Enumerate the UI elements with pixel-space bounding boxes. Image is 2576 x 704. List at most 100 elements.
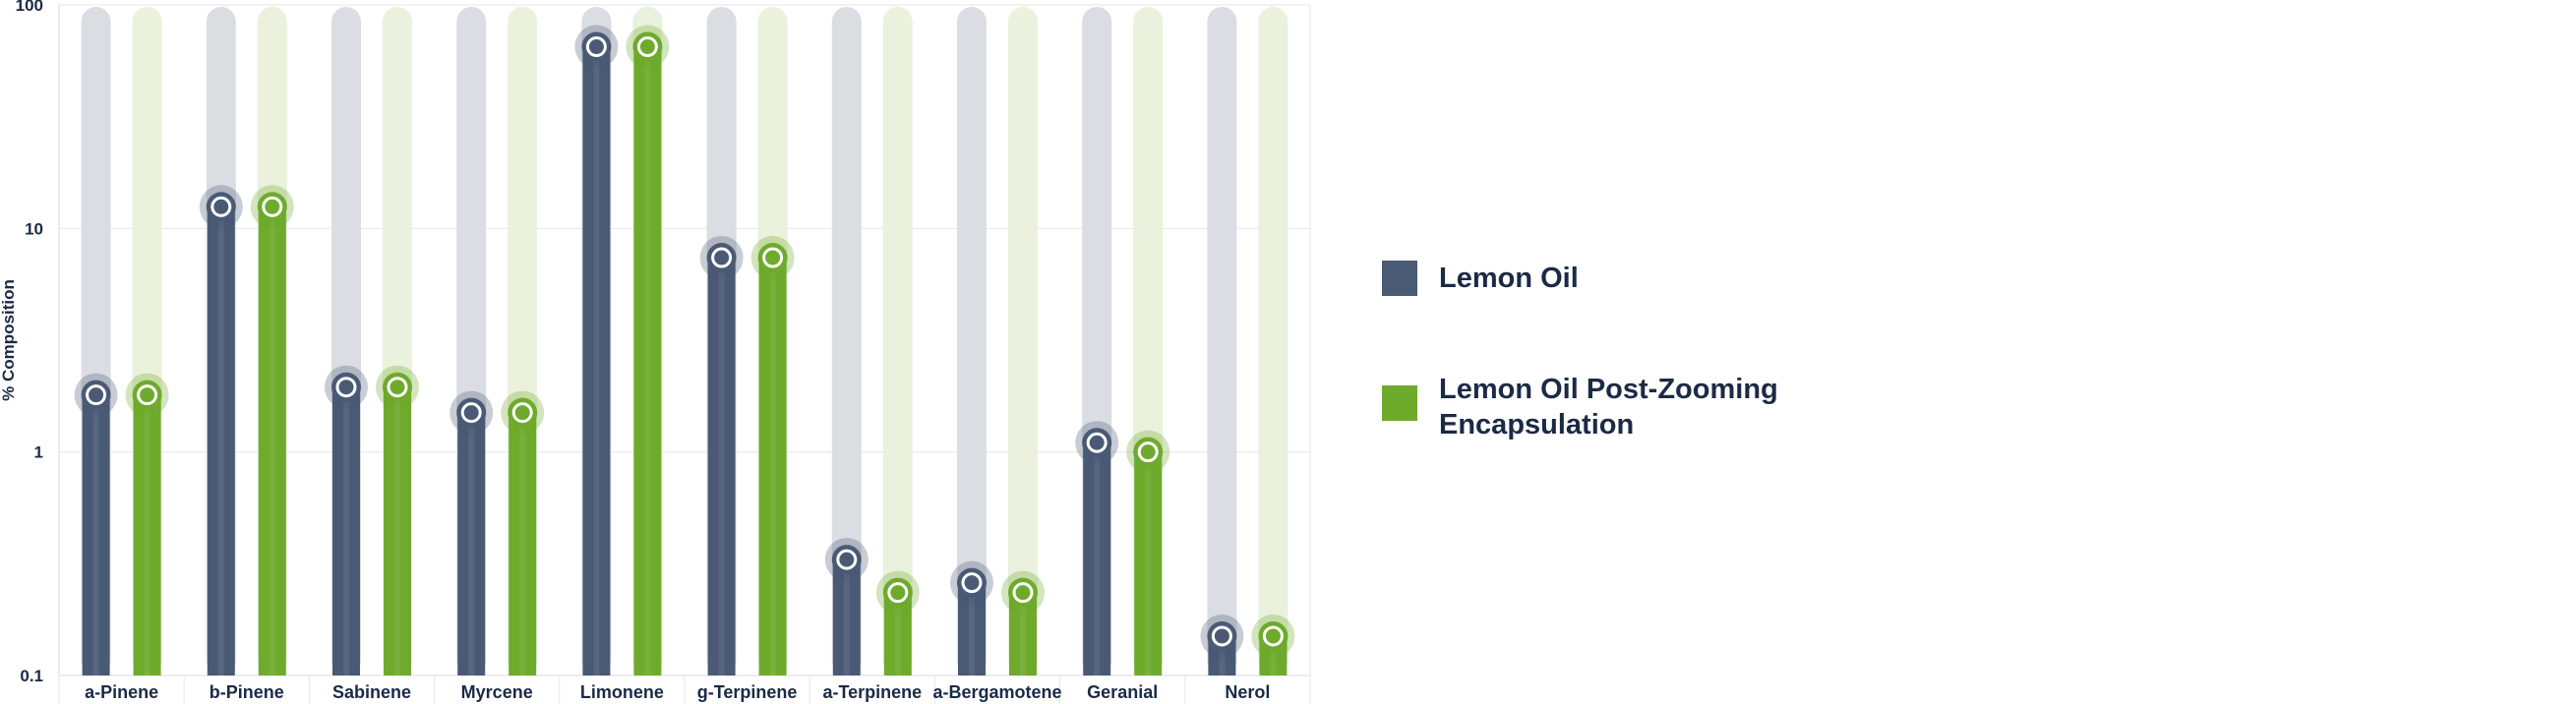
legend-swatch-post-zooming	[1382, 385, 1417, 421]
bar-highlight	[217, 206, 224, 675]
bars	[82, 46, 1288, 676]
legend-label-post-zooming: Lemon Oil Post-Zooming Encapsulation	[1439, 374, 1778, 440]
marker-ring	[1137, 441, 1159, 463]
marker-ring	[585, 36, 607, 58]
x-tick-label: Geranial	[1087, 682, 1158, 702]
bar	[633, 46, 662, 676]
marker-ring	[460, 402, 482, 424]
bar	[457, 412, 486, 675]
marker-dot	[1082, 428, 1112, 458]
marker-dot	[706, 243, 737, 273]
bar-highlight	[1020, 592, 1026, 675]
bar-highlight	[969, 582, 975, 675]
bar	[207, 206, 235, 675]
marker-ring	[836, 549, 858, 570]
y-axis-label: % Composition	[0, 279, 18, 401]
marker-dot	[757, 243, 788, 273]
legend-item-lemon-oil: Lemon Oil	[1382, 261, 1579, 296]
bar-highlight	[1094, 442, 1101, 675]
legend-item-post-zooming: Lemon Oil Post-Zooming Encapsulation	[1382, 372, 1852, 442]
x-axis-labels: a-Pinene b-Pinene Sabinene Myrcene Limonene g…	[85, 682, 1270, 702]
marker-dot	[831, 545, 862, 575]
bar	[1134, 451, 1163, 675]
bar-highlight	[769, 258, 776, 675]
y-tick-label: 1	[34, 443, 43, 462]
bar	[133, 394, 161, 675]
bar-highlight	[394, 386, 400, 675]
x-tick-label: Sabinene	[332, 682, 411, 702]
marker-ring	[86, 384, 107, 406]
bar	[332, 386, 360, 675]
legend-label-lemon-oil: Lemon Oil	[1439, 263, 1579, 294]
marker-ring	[1086, 432, 1108, 453]
marker-ring	[1262, 625, 1284, 647]
bar	[707, 258, 736, 675]
x-tick-label: a-Bergamotene	[932, 682, 1061, 702]
x-tick-label: Nerol	[1225, 682, 1270, 702]
x-tick-label: a-Terpinene	[822, 682, 922, 702]
bar-highlight	[1270, 635, 1277, 675]
marker-ring	[262, 196, 283, 217]
bar-highlight	[593, 46, 600, 676]
bar	[958, 582, 986, 675]
marker-dot	[81, 380, 111, 410]
bar-highlight	[843, 559, 850, 675]
bar	[384, 386, 411, 675]
legend-swatch-lemon-oil	[1382, 261, 1417, 296]
marker-ring	[137, 384, 158, 406]
marker-dot	[882, 577, 913, 608]
x-tick-label: Limonene	[580, 682, 664, 702]
marker-dot	[508, 397, 538, 428]
marker-ring	[387, 377, 408, 398]
bar-highlight	[269, 206, 275, 675]
x-tick-label: Myrcene	[461, 682, 533, 702]
y-tick-label: 100	[16, 0, 43, 15]
x-tick-label: a-Pinene	[85, 682, 158, 702]
y-tick-label: 10	[25, 219, 43, 238]
marker-dot	[1133, 437, 1164, 467]
marker-dot	[132, 380, 162, 410]
bar-track	[957, 7, 987, 675]
marker-ring	[511, 402, 533, 424]
bar	[258, 206, 286, 675]
bar-highlight	[519, 412, 526, 675]
marker-dot	[1258, 620, 1288, 651]
bar-highlight	[144, 394, 150, 675]
bar	[82, 394, 110, 675]
marker-ring	[961, 572, 983, 594]
marker-dot	[632, 31, 663, 62]
marker-dot	[206, 192, 236, 222]
y-tick-label: 0.1	[20, 667, 43, 685]
marker-ring	[636, 36, 658, 58]
value-markers	[74, 25, 1295, 658]
marker-ring	[887, 582, 909, 604]
marker-dot	[1207, 620, 1237, 651]
bar-highlight	[718, 258, 725, 675]
bar	[582, 46, 611, 676]
bar	[832, 559, 861, 675]
y-axis-ticks: 0.1 1 10 100	[16, 0, 43, 685]
bar-highlight	[1219, 635, 1226, 675]
bar-highlight	[894, 592, 901, 675]
x-tick-label: g-Terpinene	[697, 682, 798, 702]
bar-highlight	[92, 394, 99, 675]
marker-dot	[1008, 577, 1038, 608]
marker-dot	[581, 31, 612, 62]
bar-highlight	[1145, 451, 1152, 675]
bar	[1083, 442, 1111, 675]
marker-dot	[257, 192, 287, 222]
bar-track	[1008, 7, 1038, 675]
bar-highlight	[468, 412, 475, 675]
marker-ring	[210, 196, 232, 217]
bar-highlight	[644, 46, 651, 676]
marker-dot	[456, 397, 487, 428]
marker-ring	[711, 247, 733, 268]
bar	[758, 258, 787, 675]
bar-track	[1207, 7, 1237, 675]
bar-track	[882, 7, 913, 675]
marker-ring	[335, 377, 357, 398]
bar	[509, 412, 537, 675]
x-tick-label: b-Pinene	[210, 682, 284, 702]
marker-ring	[1012, 582, 1034, 604]
